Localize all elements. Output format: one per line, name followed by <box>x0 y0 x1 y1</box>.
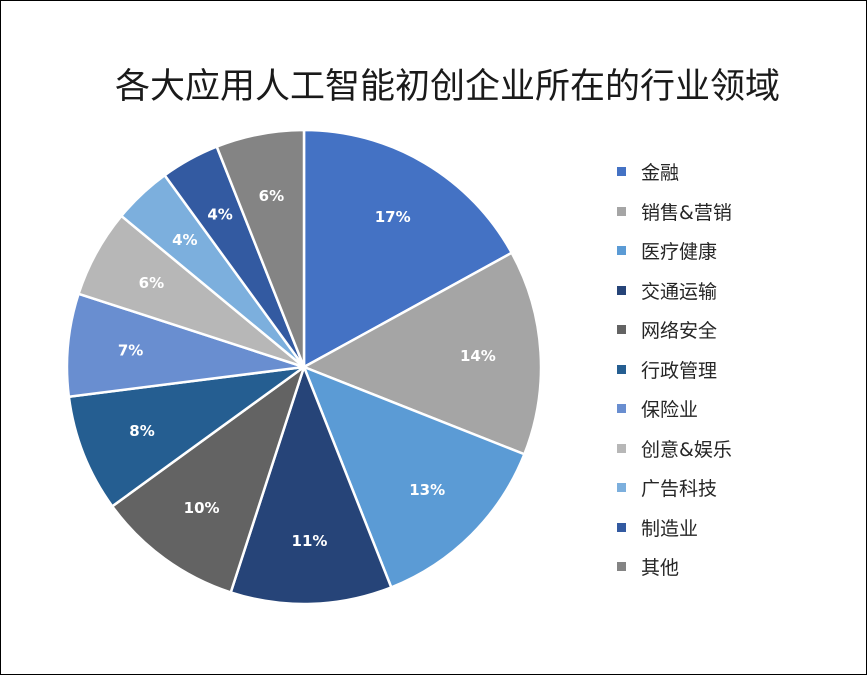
legend-label: 网络安全 <box>641 320 718 343</box>
legend-label: 行政管理 <box>641 359 718 382</box>
slice-data-label: 7% <box>118 342 143 360</box>
legend-swatch <box>617 325 626 335</box>
legend-swatch <box>617 206 626 216</box>
slice-data-label: 8% <box>129 422 154 440</box>
legend-label: 广告科技 <box>641 478 718 501</box>
legend-swatch <box>617 285 626 295</box>
legend-swatch <box>617 404 626 414</box>
legend-label: 金融 <box>641 162 680 185</box>
pie-slice <box>111 365 306 594</box>
legend-item: 创意&娱乐 <box>617 429 732 469</box>
pie-slice <box>302 365 526 589</box>
legend-swatch <box>617 246 626 256</box>
pie-slice <box>302 128 513 369</box>
slice-data-label: 13% <box>409 481 445 499</box>
legend-label: 制造业 <box>641 517 699 540</box>
chart-title: 各大应用人工智能初创企业所在的行业领域 <box>114 67 780 107</box>
pie-slice <box>215 128 306 369</box>
slice-data-label: 4% <box>207 205 232 223</box>
pie-slice <box>67 365 306 508</box>
slice-data-label: 6% <box>259 187 284 205</box>
legend-swatch <box>617 562 626 572</box>
legend-swatch <box>617 443 626 453</box>
legend-item: 交通运输 <box>617 271 732 311</box>
legend-item: 网络安全 <box>617 310 732 350</box>
slice-data-label: 17% <box>375 208 411 226</box>
legend-item: 广告科技 <box>617 468 732 508</box>
legend-item: 制造业 <box>617 508 732 548</box>
legend-swatch <box>617 483 626 493</box>
slice-data-label: 6% <box>139 274 164 292</box>
legend-label: 保险业 <box>641 399 699 422</box>
slice-data-label: 14% <box>460 347 496 365</box>
legend-item: 其他 <box>617 547 732 587</box>
pie-slice <box>302 251 543 456</box>
legend-swatch <box>617 522 626 532</box>
legend-label: 医疗健康 <box>641 241 718 264</box>
legend-label: 销售&营销 <box>641 201 732 224</box>
legend-item: 医疗健康 <box>617 231 732 271</box>
legend-item: 销售&营销 <box>617 192 732 232</box>
pie-slice <box>65 292 306 398</box>
pie-slice <box>229 365 393 606</box>
legend-swatch <box>617 364 626 374</box>
legend-item: 金融 <box>617 152 732 192</box>
slice-data-label: 10% <box>184 499 220 517</box>
legend-label: 创意&娱乐 <box>641 438 732 461</box>
legend-item: 保险业 <box>617 389 732 429</box>
legend-label: 其他 <box>641 557 680 580</box>
legend-swatch <box>617 167 626 177</box>
slice-data-label: 4% <box>172 231 197 249</box>
legend-item: 行政管理 <box>617 350 732 390</box>
chart-legend: 金融销售&营销医疗健康交通运输网络安全行政管理保险业创意&娱乐广告科技制造业其他 <box>617 152 732 587</box>
legend-label: 交通运输 <box>641 280 718 303</box>
slice-data-label: 11% <box>292 532 328 550</box>
